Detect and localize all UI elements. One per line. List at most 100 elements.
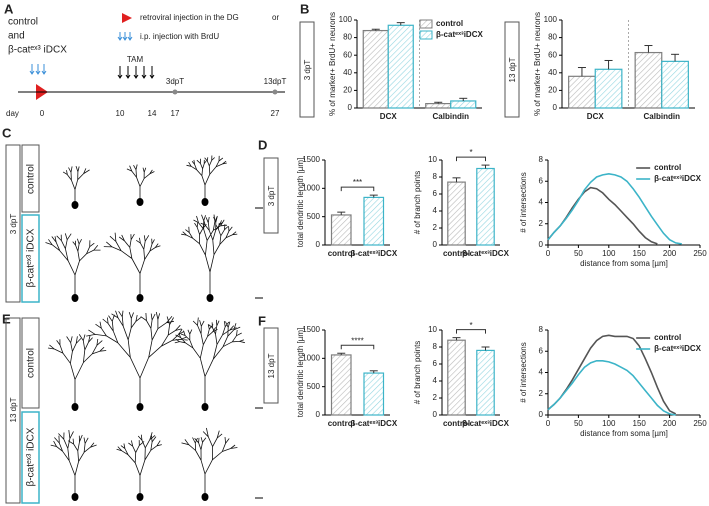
day-label: day xyxy=(6,109,19,118)
legend-label: control xyxy=(654,163,681,172)
legend-text: or xyxy=(272,13,279,22)
y-tick-label: 1000 xyxy=(302,353,320,362)
panel-label: F xyxy=(258,313,266,328)
y-tick-label: 8 xyxy=(433,172,438,181)
y-tick-label: 2 xyxy=(433,223,438,232)
y-tick-label: 0 xyxy=(539,410,544,419)
neuron-soma xyxy=(71,403,79,411)
condition-box: control xyxy=(26,348,37,378)
group-text: control xyxy=(8,17,38,28)
x-tick-label: β-catᵉˣ³iDCX xyxy=(350,419,397,428)
legend-arrows xyxy=(117,32,133,41)
significance-bracket xyxy=(456,329,486,334)
x-tick-label: 200 xyxy=(663,249,677,258)
x-tick-label: β-catᵉˣ³iDCX xyxy=(350,249,397,258)
y-axis-label: # of intersections xyxy=(519,342,528,402)
neuron-soma xyxy=(136,294,144,302)
y-tick-label: 0 xyxy=(539,240,544,249)
bar xyxy=(387,24,414,109)
timepoint-box: 13 dpT xyxy=(267,353,276,378)
x-tick-label: 250 xyxy=(693,249,707,258)
y-axis-label: total dendritic length [µm] xyxy=(296,158,305,248)
neuron-soma xyxy=(71,493,79,501)
neuron-dendrite xyxy=(116,432,162,495)
y-tick-label: 4 xyxy=(539,368,544,377)
x-tick-label: control xyxy=(328,419,355,428)
timepoint-dot xyxy=(172,89,178,95)
timepoint-label: 13dpT xyxy=(264,77,287,86)
timepoint-box: 3 dpT xyxy=(303,60,312,81)
x-tick-label: 150 xyxy=(633,419,647,428)
bar xyxy=(661,60,689,109)
neuron-dendrite xyxy=(181,214,238,296)
box-frames xyxy=(5,21,520,504)
y-tick-label: 40 xyxy=(548,68,557,77)
y-tick-label: 20 xyxy=(548,86,557,95)
y-tick-label: 1000 xyxy=(302,183,320,192)
neuron-dendrite xyxy=(126,164,155,200)
legend-triangle xyxy=(122,13,132,23)
day-number: 14 xyxy=(148,109,157,118)
group-text: β-catᵉˣ³ iDCX xyxy=(8,45,67,56)
legend-text: retroviral injection in the DG xyxy=(140,13,239,22)
x-tick-label: 50 xyxy=(574,419,583,428)
neuron-soma xyxy=(71,201,79,209)
y-tick-label: 6 xyxy=(539,176,544,185)
bar xyxy=(447,339,466,416)
neuron-soma xyxy=(71,294,79,302)
panel-label: B xyxy=(300,1,309,16)
x-tick-label: 250 xyxy=(693,419,707,428)
bar xyxy=(634,51,663,109)
significance-label: * xyxy=(469,321,472,330)
neuron-dendrite xyxy=(181,427,238,495)
y-tick-label: 0 xyxy=(316,240,321,249)
y-tick-label: 100 xyxy=(544,15,558,24)
tam-label: TAM xyxy=(127,55,144,64)
legend-label: β-catᵉˣ³iDCX xyxy=(436,30,483,39)
y-axis-label: % of marker+ BrdU+ neurons xyxy=(533,12,542,116)
y-tick-label: 100 xyxy=(339,15,353,24)
y-tick-label: 80 xyxy=(343,33,352,42)
y-tick-label: 80 xyxy=(548,33,557,42)
y-tick-label: 0 xyxy=(553,103,558,112)
x-axis-label: distance from soma [µm] xyxy=(580,259,668,268)
y-tick-label: 0 xyxy=(433,240,438,249)
y-tick-label: 0 xyxy=(316,410,321,419)
panel-label: D xyxy=(258,137,267,152)
y-tick-label: 2 xyxy=(539,219,544,228)
x-tick-label: 0 xyxy=(546,419,551,428)
box-frames xyxy=(21,214,40,504)
y-tick-label: 40 xyxy=(343,68,352,77)
x-axis-label: distance from soma [µm] xyxy=(580,429,668,438)
series-line xyxy=(547,186,658,245)
panel-a: control and β-catᵉˣ³ iDCX retroviral inj… xyxy=(6,13,286,118)
neuron-dendrite xyxy=(186,155,227,200)
y-tick-label: 8 xyxy=(433,342,438,351)
bar xyxy=(447,181,466,246)
neuron-dendrite xyxy=(62,165,90,203)
legend-label: control xyxy=(436,19,463,28)
y-tick-label: 10 xyxy=(428,155,437,164)
neurons xyxy=(45,155,263,501)
x-tick-label: control xyxy=(443,249,470,258)
x-tick-label: control xyxy=(328,249,355,258)
y-tick-label: 6 xyxy=(433,189,438,198)
neuron-soma xyxy=(201,198,209,206)
significance-label: **** xyxy=(351,336,363,345)
bar xyxy=(476,349,495,416)
timepoint-box: 3 dpT xyxy=(9,214,18,235)
bar xyxy=(476,167,495,246)
x-tick-label: 100 xyxy=(602,249,616,258)
neuron-soma xyxy=(201,493,209,501)
x-tick-label: control xyxy=(443,419,470,428)
x-tick-label: β-catᵉˣ³iDCX xyxy=(462,419,509,428)
x-tick-label: β-catᵉˣ³iDCX xyxy=(462,249,509,258)
y-axis-label: % of marker+ BrdU+ neurons xyxy=(328,12,337,116)
y-tick-label: 4 xyxy=(433,376,438,385)
y-tick-label: 2 xyxy=(433,393,438,402)
y-tick-label: 2 xyxy=(539,389,544,398)
y-tick-label: 6 xyxy=(539,346,544,355)
legend-swatch xyxy=(419,30,433,40)
y-tick-label: 0 xyxy=(433,410,438,419)
